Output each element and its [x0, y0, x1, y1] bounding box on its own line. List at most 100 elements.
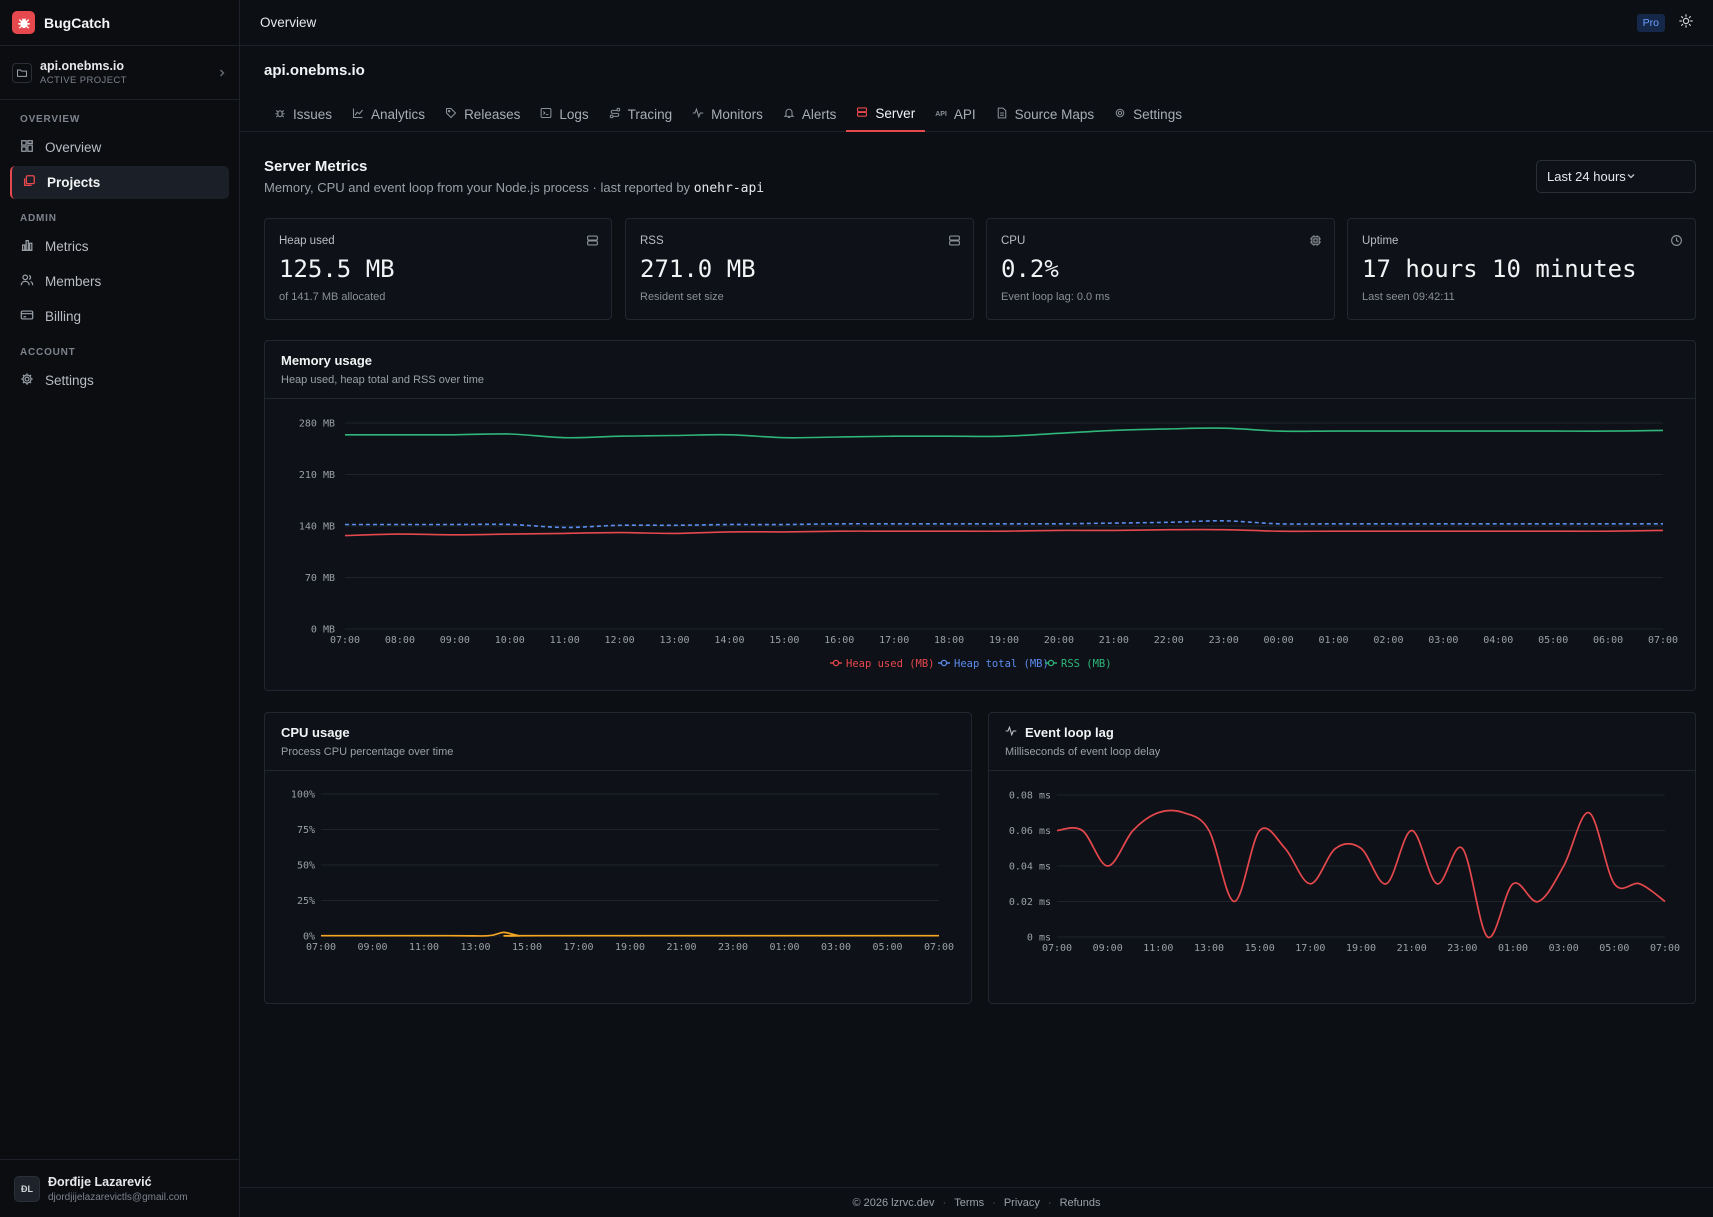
pulse-icon [692, 107, 711, 122]
bug-logo-icon [12, 11, 35, 34]
x-tick-label: 08:00 [385, 635, 415, 646]
tab-label: Releases [464, 106, 521, 122]
tab-server[interactable]: Server [846, 96, 926, 132]
reporter-name: onehr-api [693, 181, 765, 196]
event-loop-lag-chart: 0 ms 0.02 ms 0.04 ms 0.06 ms 0.08 ms 07:00 09:… [1009, 791, 1680, 955]
tab-alerts[interactable]: Alerts [773, 96, 847, 132]
breadcrumb[interactable]: Overview [260, 15, 317, 30]
tab-source-maps[interactable]: Source Maps [986, 96, 1105, 132]
stat-label: Uptime [1362, 235, 1399, 247]
sidebar-item-label: Overview [45, 140, 102, 155]
project-switcher-name: api.onebms.io [40, 59, 125, 73]
project-switcher[interactable]: api.onebms.io ACTIVE PROJECT [0, 46, 239, 100]
x-tick-label: 13:00 [659, 635, 689, 646]
time-range-select[interactable]: Last 24 hours [1536, 160, 1696, 193]
sidebar-item-overview[interactable]: Overview [10, 131, 229, 164]
x-tick-label: 13:00 [1194, 943, 1224, 954]
server-icon [586, 234, 599, 250]
x-tick-label: 22:00 [1154, 635, 1184, 646]
footer: © 2026 lzrvc.dev · Terms · Privacy · Ref… [240, 1187, 1713, 1217]
tab-label: Server [875, 105, 916, 121]
x-tick-label: 15:00 [769, 635, 799, 646]
credit-card-icon [20, 308, 45, 325]
sidebar-item-label: Settings [45, 373, 94, 388]
gear-icon [20, 372, 45, 389]
x-tick-label: 09:00 [440, 635, 470, 646]
sidebar-item-label: Billing [45, 309, 82, 324]
footer-link-privacy[interactable]: Privacy [1003, 1196, 1040, 1209]
x-tick-label: 01:00 [1498, 943, 1528, 954]
sidebar-item-label: Members [45, 274, 102, 289]
x-tick-label: 18:00 [934, 635, 964, 646]
x-tick-label: 21:00 [1099, 635, 1129, 646]
tab-issues[interactable]: Issues [264, 96, 342, 132]
y-tick-label: 70 MB [305, 573, 335, 584]
footer-link-refunds[interactable]: Refunds [1059, 1196, 1101, 1209]
sidebar-item-billing[interactable]: Billing [10, 300, 229, 333]
x-tick-label: 11:00 [550, 635, 580, 646]
stat-subtext: Event loop lag: 0.0 ms [1001, 291, 1110, 303]
section-subtitle-text: Memory, CPU and event loop from your Nod… [264, 180, 691, 195]
tab-settings[interactable]: Settings [1104, 96, 1192, 132]
plan-badge: Pro [1636, 13, 1665, 32]
chevron-right-icon [217, 65, 227, 81]
sidebar-item-settings[interactable]: Settings [10, 364, 229, 397]
theme-toggle-sun-icon[interactable] [1679, 14, 1693, 31]
panel-title: Memory usage [281, 353, 373, 368]
tab-releases[interactable]: Releases [435, 96, 530, 132]
y-tick-label: 75% [297, 825, 315, 836]
user-menu[interactable]: ĐL Đorđije Lazarević djordjijelazarevict… [0, 1159, 239, 1217]
footer-link-terms[interactable]: Terms [954, 1196, 985, 1209]
series-line-rss [345, 427, 1664, 439]
tab-monitors[interactable]: Monitors [682, 96, 773, 132]
x-tick-label: 01:00 [1318, 635, 1348, 646]
x-tick-label: 03:00 [821, 942, 851, 953]
series-line-heap-used [344, 528, 1664, 537]
tab-label: Monitors [711, 106, 763, 122]
tab-tracing[interactable]: Tracing [599, 96, 683, 132]
y-tick-label: 0 MB [311, 625, 335, 636]
nav-section-title: OVERVIEW [20, 114, 81, 125]
x-tick-label: 02:00 [1373, 635, 1403, 646]
footer-copyright: © 2026 lzrvc.dev [852, 1196, 935, 1209]
tab-api[interactable]: API API [925, 96, 985, 132]
lag-series-line [1056, 809, 1666, 938]
x-tick-label: 12:00 [605, 635, 635, 646]
legend-marker [940, 659, 948, 667]
x-tick-label: 19:00 [615, 942, 645, 953]
footer-separator: · [992, 1196, 996, 1209]
stat-label: CPU [1001, 235, 1026, 247]
panel-title: CPU usage [281, 725, 350, 740]
folder-icon [12, 62, 32, 83]
sidebar-item-members[interactable]: Members [10, 265, 229, 298]
sidebar-item-projects[interactable]: Projects [10, 166, 229, 199]
x-tick-label: 15:00 [512, 942, 542, 953]
stat-label: Heap used [279, 235, 335, 247]
time-range-value: Last 24 hours [1547, 169, 1626, 184]
legend-marker [832, 659, 840, 667]
y-tick-label: 210 MB [299, 470, 335, 481]
chevron-down-icon [1626, 169, 1636, 184]
avatar: ĐL [14, 1175, 40, 1202]
y-tick-label: 280 MB [299, 419, 335, 430]
route-icon [609, 107, 628, 122]
legend-entry: Heap used (MB) [846, 658, 935, 670]
tab-logs[interactable]: Logs [530, 96, 598, 132]
tab-label: API [953, 106, 976, 122]
brand[interactable]: BugCatch [0, 0, 239, 46]
x-tick-label: 23:00 [1209, 635, 1239, 646]
user-name: Đorđije Lazarević [48, 1174, 152, 1189]
y-tick-label: 0% [303, 932, 315, 943]
x-tick-label: 09:00 [357, 942, 387, 953]
x-tick-label: 11:00 [1143, 943, 1173, 954]
memory-usage-panel: Memory usage Heap used, heap total and R… [264, 340, 1696, 691]
sidebar-item-metrics[interactable]: Metrics [10, 230, 229, 263]
tab-label: Analytics [371, 106, 426, 122]
tab-analytics[interactable]: Analytics [342, 96, 435, 132]
x-tick-label: 11:00 [409, 942, 439, 953]
x-tick-label: 07:00 [1042, 943, 1072, 954]
tab-label: Tracing [627, 106, 673, 122]
event-loop-lag-panel: Event loop lag Milliseconds of event loo… [988, 712, 1696, 1004]
x-tick-label: 01:00 [769, 942, 799, 953]
x-tick-label: 10:00 [495, 635, 525, 646]
